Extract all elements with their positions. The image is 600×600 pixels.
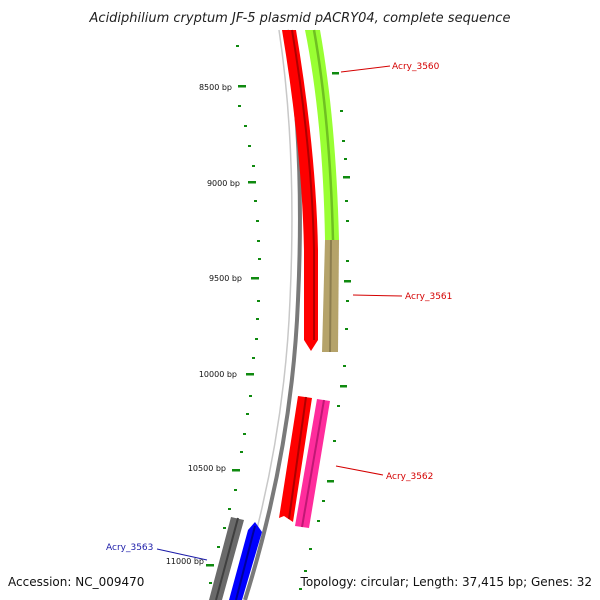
feature-red-short [279,396,312,522]
tick-label-10500: 10500 bp [188,464,226,473]
bp-ruler [206,45,261,584]
gene-label-acry-3562: Acry_3562 [386,472,433,482]
gene-label-acry-3560: Acry_3560 [392,62,440,72]
tick-label-9500: 9500 bp [209,274,242,283]
feature-gray [209,517,244,600]
feature-green [305,29,339,241]
gene-label-acry-3561: Acry_3561 [405,292,452,302]
tick-label-8500: 8500 bp [199,83,232,92]
feature-blue [229,522,262,600]
map-title: Acidiphilium cryptum JF-5 plasmid pACRY0… [89,11,511,26]
tick-label-10000: 10000 bp [199,370,237,379]
gene-label-acry-3563: Acry_3563 [106,543,153,553]
summary-text: Topology: circular; Length: 37,415 bp; G… [300,575,592,589]
feature-tan [322,239,339,353]
feature-pink [295,399,330,528]
outer-ruler [299,72,351,590]
feature-red-long [282,29,318,351]
accession-text: Accession: NC_009470 [8,575,144,589]
tick-label-9000: 9000 bp [207,179,240,188]
tick-label-11000: 11000 bp [166,557,204,566]
